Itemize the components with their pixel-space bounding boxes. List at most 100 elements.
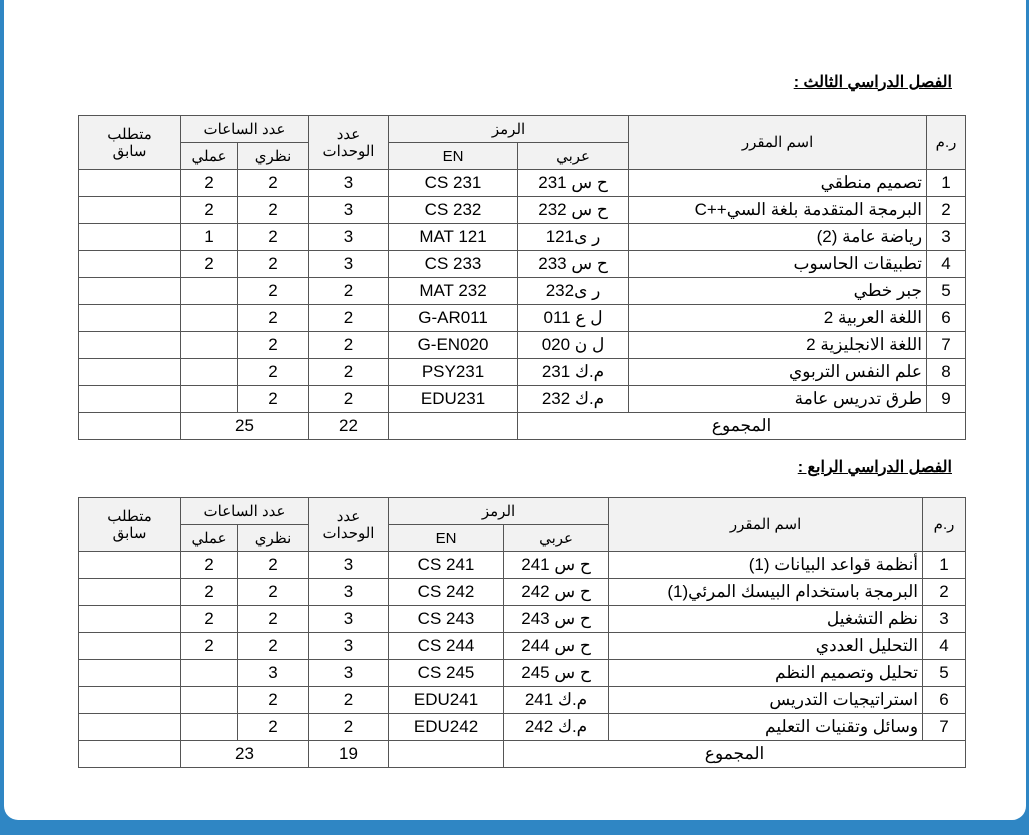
header-prereq: متطلب سابق	[78, 115, 181, 170]
header-code-en: EN	[388, 524, 505, 552]
cell-theory: 2	[237, 223, 310, 251]
semester-4-table: ر.م اسم المقرر الرمز عدد الوحدات عدد الساعات م…	[78, 497, 967, 768]
cell-prereq	[78, 304, 181, 332]
header-code-arabic: عربي	[503, 524, 610, 552]
cell-en: MAT 121	[388, 223, 519, 251]
cell-theory: 2	[237, 250, 310, 278]
cell-name: البرمجة المتقدمة بلغة السي++C	[628, 196, 928, 224]
cell-practical: 2	[179, 169, 239, 197]
cell-practical	[179, 358, 239, 386]
cell-ar: ح س 245	[503, 659, 610, 687]
header-practical: عملي	[179, 524, 239, 552]
header-prereq: متطلب سابق	[78, 497, 181, 552]
cell-theory: 2	[237, 578, 310, 606]
cell-name: أنظمة قواعد البيانات (1)	[608, 551, 924, 579]
course-row: 2 البرمجة المتقدمة بلغة السي++C ح س 232 CS …	[78, 196, 967, 224]
total-row: المجموع 19 23	[78, 740, 967, 768]
header-units-line2: الوحدات	[322, 142, 375, 160]
cell-theory: 2	[237, 331, 310, 359]
cell-name: طرق تدريس عامة	[628, 385, 928, 413]
cell-units: 3	[308, 551, 390, 579]
header-num: ر.م	[926, 115, 967, 170]
cell-name: اللغة العربية 2	[628, 304, 928, 332]
semester-3-title: الفصل الدراسي الثالث :	[793, 74, 952, 91]
cell-theory: 2	[237, 304, 310, 332]
total-empty	[388, 412, 519, 440]
cell-ar: ر ى232	[517, 277, 630, 305]
total-prereq-empty	[78, 412, 181, 440]
cell-practical	[179, 331, 239, 359]
header-units-line1: عدد	[336, 125, 361, 143]
cell-prereq	[78, 358, 181, 386]
total-units: 19	[308, 740, 390, 768]
cell-ar: ر ى121	[517, 223, 630, 251]
cell-name: التحليل العددي	[608, 632, 924, 660]
cell-num: 4	[926, 250, 967, 278]
cell-en: EDU241	[388, 686, 505, 714]
header-num: ر.م	[922, 497, 967, 552]
cell-num: 3	[926, 223, 967, 251]
cell-num: 5	[922, 659, 967, 687]
cell-practical: 2	[179, 196, 239, 224]
course-row: 4 التحليل العددي ح س 244 CS 244 3 2 2	[78, 632, 967, 660]
cell-num: 2	[926, 196, 967, 224]
cell-prereq	[78, 385, 181, 413]
header-prereq-line1: متطلب	[107, 125, 152, 143]
cell-units: 2	[308, 713, 390, 741]
header-units-line2: الوحدات	[322, 524, 375, 542]
cell-units: 3	[308, 659, 390, 687]
cell-num: 7	[922, 713, 967, 741]
cell-num: 8	[926, 358, 967, 386]
course-row: 1 تصميم منطقي ح س 231 CS 231 3 2 2	[78, 169, 967, 197]
cell-name: استراتيجيات التدريس	[608, 686, 924, 714]
cell-en: CS 243	[388, 605, 505, 633]
cell-units: 2	[308, 385, 390, 413]
header-code-en: EN	[388, 142, 519, 170]
cell-ar: ح س 243	[503, 605, 610, 633]
header-units: عدد الوحدات	[308, 115, 390, 170]
course-row: 4 تطبيقات الحاسوب ح س 233 CS 233 3 2 2	[78, 250, 967, 278]
header-course-name: اسم المقرر	[608, 497, 924, 552]
cell-name: علم النفس التربوي	[628, 358, 928, 386]
header-course-name: اسم المقرر	[628, 115, 928, 170]
cell-prereq	[78, 331, 181, 359]
cell-units: 2	[308, 358, 390, 386]
cell-units: 3	[308, 632, 390, 660]
cell-name: وسائل وتقنيات التعليم	[608, 713, 924, 741]
cell-prereq	[78, 223, 181, 251]
cell-theory: 2	[237, 713, 310, 741]
total-row: المجموع 22 25	[78, 412, 967, 440]
cell-num: 6	[926, 304, 967, 332]
header-code-arabic: عربي	[517, 142, 630, 170]
cell-theory: 2	[237, 277, 310, 305]
cell-en: EDU242	[388, 713, 505, 741]
cell-prereq	[78, 713, 181, 741]
cell-en: G-EN020	[388, 331, 519, 359]
cell-practical	[179, 686, 239, 714]
cell-practical: 2	[179, 605, 239, 633]
cell-practical	[179, 304, 239, 332]
cell-prereq	[78, 551, 181, 579]
cell-units: 3	[308, 169, 390, 197]
cell-practical: 2	[179, 578, 239, 606]
course-row: 6 استراتيجيات التدريس م.ك 241 EDU241 2 2	[78, 686, 967, 714]
cell-en: CS 241	[388, 551, 505, 579]
cell-num: 7	[926, 331, 967, 359]
cell-prereq	[78, 605, 181, 633]
header-hours: عدد الساعات	[179, 497, 310, 525]
cell-units: 2	[308, 277, 390, 305]
cell-en: G-AR011	[388, 304, 519, 332]
cell-prereq	[78, 196, 181, 224]
cell-ar: م.ك 232	[517, 385, 630, 413]
cell-ar: م.ك 242	[503, 713, 610, 741]
cell-ar: ل ن 020	[517, 331, 630, 359]
cell-name: تطبيقات الحاسوب	[628, 250, 928, 278]
header-code: الرمز	[388, 115, 630, 143]
cell-name: رياضة عامة (2)	[628, 223, 928, 251]
cell-ar: ح س 232	[517, 196, 630, 224]
cell-en: CS 242	[388, 578, 505, 606]
cell-ar: ح س 242	[503, 578, 610, 606]
cell-practical	[179, 385, 239, 413]
header-code: الرمز	[388, 497, 610, 525]
